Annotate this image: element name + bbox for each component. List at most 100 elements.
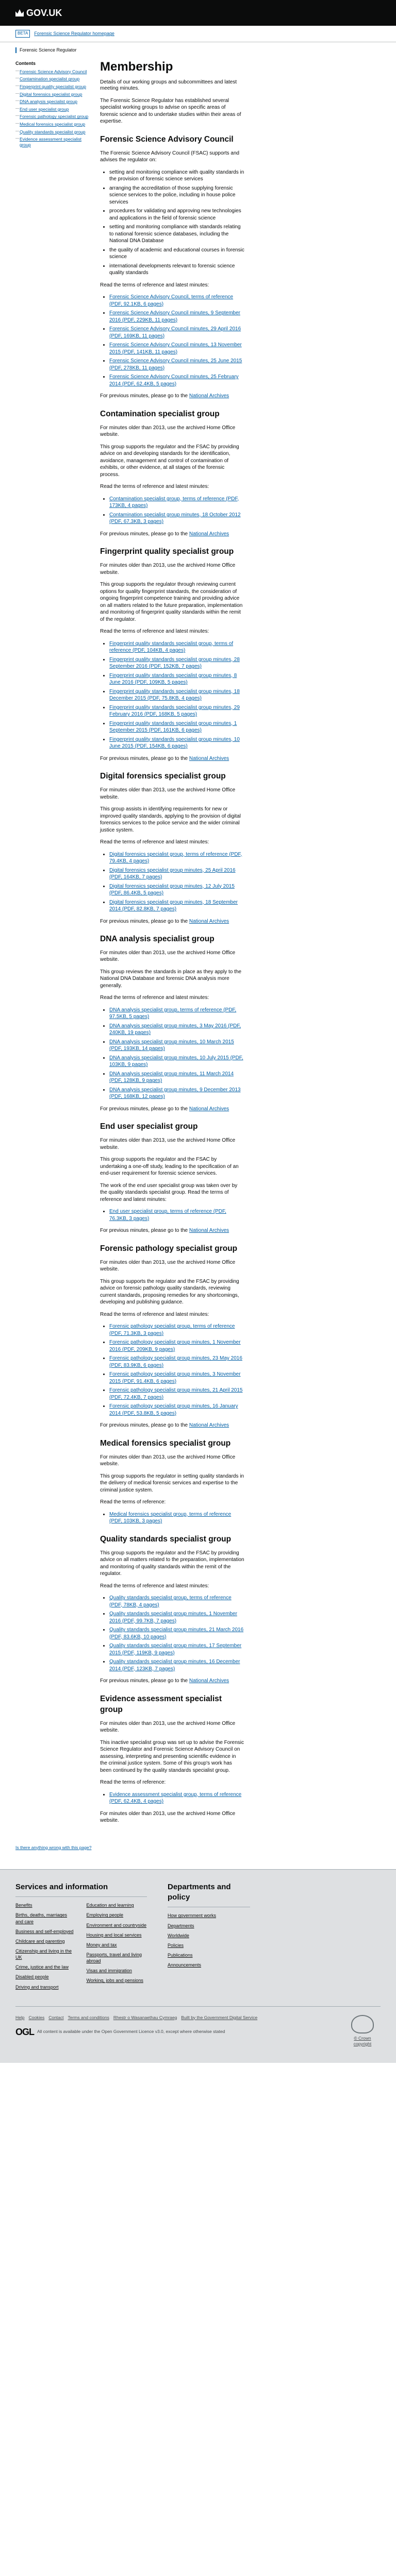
national-archives-link[interactable]: National Archives	[189, 1678, 229, 1684]
contents-link[interactable]: Quality standards specialist group	[20, 129, 86, 134]
document-link[interactable]: Quality standards specialist group minut…	[109, 1611, 237, 1624]
contents-link[interactable]: Medical forensics specialist group	[20, 122, 86, 127]
services-link[interactable]: Crime, justice and the law	[15, 1964, 69, 1970]
services-link[interactable]: Environment and countryside	[86, 1922, 147, 1928]
services-link[interactable]: Employing people	[86, 1912, 124, 1918]
document-link[interactable]: Fingerprint quality standards specialist…	[109, 704, 240, 718]
departments-link[interactable]: Worldwide	[168, 1933, 189, 1938]
document-link[interactable]: Forensic pathology specialist group minu…	[109, 1371, 241, 1384]
departments-link[interactable]: Announcements	[168, 1962, 202, 1968]
national-archives-link[interactable]: National Archives	[189, 1228, 229, 1234]
departments-link[interactable]: Policies	[168, 1942, 184, 1948]
services-link[interactable]: Visas and immigration	[86, 1968, 132, 1974]
footer-link[interactable]: Contact	[48, 2014, 64, 2020]
services-link[interactable]: Benefits	[15, 1903, 32, 1908]
document-item: Quality standards specialist group minut…	[109, 1658, 244, 1672]
contents-link[interactable]: End user specialist group	[20, 106, 69, 112]
document-link[interactable]: Forensic Science Advisory Council minute…	[109, 374, 239, 387]
contents-link[interactable]: Forensic pathology specialist group	[20, 114, 89, 120]
services-link[interactable]: Citizenship and living in the UK	[15, 1948, 72, 1960]
national-archives-link[interactable]: National Archives	[189, 755, 229, 761]
services-link[interactable]: Money and tax	[86, 1942, 117, 1947]
services-link[interactable]: Births, deaths, marriages and care	[15, 1912, 68, 1924]
document-link[interactable]: Quality standards specialist group minut…	[109, 1627, 244, 1640]
document-link[interactable]: DNA analysis specialist group, terms of …	[109, 1007, 237, 1020]
document-link[interactable]: Quality standards specialist group, term…	[109, 1595, 232, 1608]
departments-column: Departments and policy How government wo…	[168, 1882, 250, 1991]
document-link[interactable]: Forensic Science Advisory Council minute…	[109, 342, 242, 355]
report-problem-link[interactable]: Is there anything wrong with this page?	[15, 1844, 92, 1850]
copyright-link[interactable]: © Crown copyright	[353, 2035, 372, 2047]
document-link[interactable]: Medical forensics specialist group, term…	[109, 1511, 232, 1524]
services-link[interactable]: Education and learning	[86, 1903, 134, 1908]
section: Digital forensics specialist group For mi…	[100, 771, 244, 925]
archive-prefix: For previous minutes, please go to the	[100, 755, 189, 761]
footer-link[interactable]: Terms and conditions	[68, 2014, 109, 2020]
document-link[interactable]: Fingerprint quality standards specialist…	[109, 640, 234, 654]
footer-link[interactable]: Rhestr o Wasanaethau Cymraeg	[113, 2014, 177, 2020]
document-link[interactable]: Forensic pathology specialist group, ter…	[109, 1324, 235, 1336]
contents-link[interactable]: Fingerprint quality specialist group	[20, 83, 86, 89]
services-link[interactable]: Disabled people	[15, 1974, 49, 1980]
national-archives-link[interactable]: National Archives	[189, 393, 229, 399]
services-link[interactable]: Business and self-employed	[15, 1928, 74, 1934]
document-link[interactable]: Forensic Science Advisory Council minute…	[109, 358, 242, 371]
organisation-link[interactable]: Forensic Science Regulator	[15, 47, 93, 54]
document-link[interactable]: Digital forensics specialist group minut…	[109, 899, 238, 912]
document-item: Contamination specialist group minutes, …	[109, 512, 244, 526]
document-link[interactable]: Quality standards specialist group minut…	[109, 1659, 240, 1672]
document-link[interactable]: Contamination specialist group, terms of…	[109, 496, 239, 509]
section-paragraph: This group reviews the standards in plac…	[100, 969, 242, 989]
section-paragraph: This group supports the regulator and th…	[100, 1157, 239, 1177]
contents-link[interactable]: DNA analysis specialist group	[20, 99, 77, 105]
national-archives-link[interactable]: National Archives	[189, 918, 229, 924]
document-link[interactable]: Quality standards specialist group minut…	[109, 1643, 242, 1656]
document-link[interactable]: DNA analysis specialist group minutes, 3…	[109, 1023, 241, 1036]
document-link[interactable]: Forensic pathology specialist group minu…	[109, 1340, 241, 1352]
document-link[interactable]: DNA analysis specialist group minutes, 1…	[109, 1055, 243, 1068]
document-link[interactable]: End user specialist group, terms of refe…	[109, 1209, 226, 1222]
services-link[interactable]: Passports, travel and living abroad	[86, 1952, 142, 1964]
document-link[interactable]: DNA analysis specialist group minutes, 1…	[109, 1039, 234, 1052]
document-link[interactable]: Evidence assessment specialist group, te…	[109, 1791, 242, 1805]
contents-link[interactable]: Forensic Science Advisory Council	[20, 69, 87, 74]
document-link[interactable]: DNA analysis specialist group minutes, 1…	[109, 1071, 234, 1084]
document-link[interactable]: Forensic Science Advisory Council, terms…	[109, 294, 234, 307]
departments-link[interactable]: Publications	[168, 1953, 193, 1958]
document-link[interactable]: Fingerprint quality standards specialist…	[109, 688, 240, 702]
services-link[interactable]: Working, jobs and pensions	[86, 1978, 143, 1984]
footer-link[interactable]: Cookies	[28, 2014, 45, 2020]
contents-link[interactable]: Contamination specialist group	[20, 76, 80, 82]
bullet-item: procedures for validating and approving …	[109, 208, 244, 222]
footer-link[interactable]: Help	[15, 2014, 25, 2020]
document-link[interactable]: Forensic Science Advisory Council minute…	[109, 310, 241, 323]
document-link[interactable]: DNA analysis specialist group minutes, 9…	[109, 1087, 241, 1100]
services-link[interactable]: Childcare and parenting	[15, 1938, 65, 1944]
departments-link[interactable]: How government works	[168, 1913, 217, 1919]
document-item: Forensic pathology specialist group minu…	[109, 1387, 244, 1401]
document-link[interactable]: Digital forensics specialist group minut…	[109, 867, 236, 880]
document-link[interactable]: Fingerprint quality standards specialist…	[109, 656, 240, 670]
document-link[interactable]: Forensic pathology specialist group minu…	[109, 1355, 242, 1368]
document-link[interactable]: Digital forensics specialist group, term…	[109, 851, 242, 865]
document-link[interactable]: Forensic pathology specialist group minu…	[109, 1403, 238, 1416]
homepage-link[interactable]: Forensic Science Regulator homepage	[34, 31, 114, 37]
contents-link[interactable]: Evidence assessment specialist group	[20, 137, 82, 147]
document-link[interactable]: Fingerprint quality standards specialist…	[109, 672, 237, 686]
national-archives-link[interactable]: National Archives	[189, 1422, 229, 1429]
document-item: Forensic pathology specialist group minu…	[109, 1355, 244, 1369]
document-link[interactable]: Contamination specialist group minutes, …	[109, 512, 241, 525]
departments-link[interactable]: Departments	[168, 1923, 194, 1928]
services-link[interactable]: Housing and local services	[86, 1932, 142, 1938]
document-link[interactable]: Forensic pathology specialist group minu…	[109, 1387, 243, 1400]
national-archives-link[interactable]: National Archives	[189, 531, 229, 537]
document-link[interactable]: Fingerprint quality standards specialist…	[109, 720, 237, 734]
contents-link[interactable]: Digital forensics specialist group	[20, 91, 82, 97]
document-link[interactable]: Fingerprint quality standards specialist…	[109, 736, 240, 750]
document-link[interactable]: Forensic Science Advisory Council minute…	[109, 326, 241, 339]
national-archives-link[interactable]: National Archives	[189, 1106, 229, 1112]
govuk-logo-link[interactable]: GOV.UK	[15, 7, 62, 19]
services-link[interactable]: Driving and transport	[15, 1984, 59, 1990]
document-link[interactable]: Digital forensics specialist group minut…	[109, 883, 235, 896]
footer-link[interactable]: Built by the Government Digital Service	[181, 2014, 258, 2020]
